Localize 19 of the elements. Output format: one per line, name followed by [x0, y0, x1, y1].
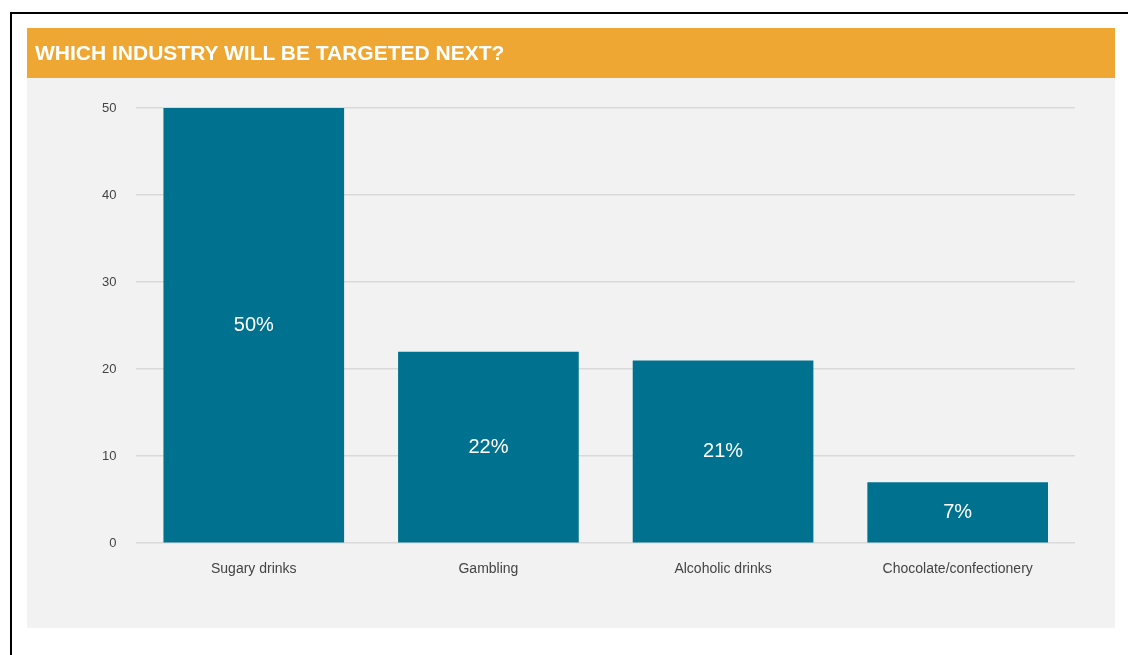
- bar: [163, 108, 345, 543]
- bar: [632, 360, 814, 543]
- y-tick-label: 10: [101, 447, 117, 463]
- y-tick-label: 30: [101, 273, 117, 289]
- y-tick-label: 40: [101, 186, 117, 202]
- y-tick-label: 50: [101, 99, 117, 115]
- y-tick-label: 0: [109, 534, 117, 550]
- y-tick-label: 20: [101, 360, 117, 376]
- x-tick-label: Alcoholic drinks: [674, 560, 772, 577]
- x-tick-label: Chocolate/confectionery: [882, 560, 1033, 577]
- data-label: 50%: [233, 312, 275, 335]
- bar: [398, 351, 579, 543]
- data-label: 7%: [943, 499, 973, 522]
- data-label: 21%: [703, 438, 744, 461]
- x-tick-label: Sugary drinks: [210, 560, 297, 577]
- bar: [867, 482, 1049, 543]
- data-label: 22%: [468, 434, 509, 457]
- chart-title: WHICH INDUSTRY WILL BE TARGETED NEXT?: [27, 28, 1115, 78]
- x-tick-label: Gambling: [458, 560, 519, 577]
